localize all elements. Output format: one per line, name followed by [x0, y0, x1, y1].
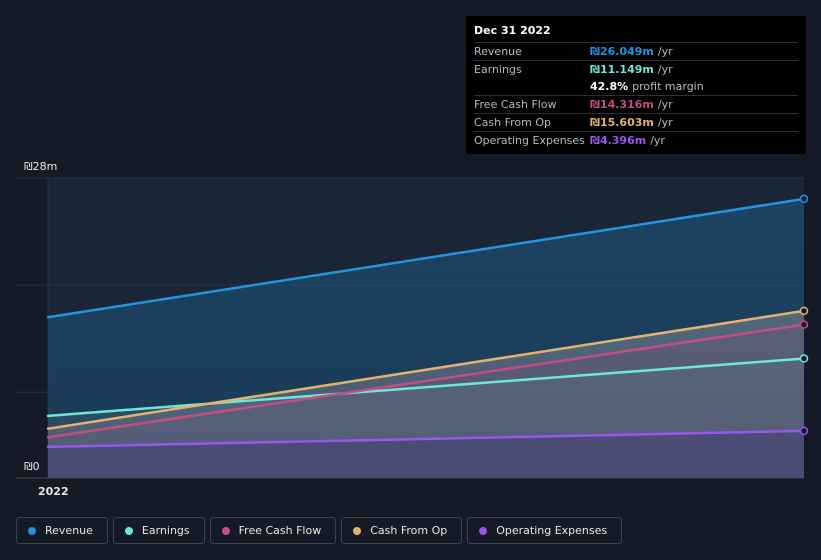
- legend-label: Operating Expenses: [496, 524, 608, 537]
- x-tick-label-2022: 2022: [38, 485, 69, 498]
- tooltip-row-unit: /yr: [657, 45, 673, 58]
- tooltip-row: Cash From Op ₪15.603m/yr: [474, 113, 798, 131]
- operating-expenses-end-point: [799, 426, 809, 436]
- revenue-line: [46, 197, 806, 319]
- earnings-end-point: [799, 354, 809, 363]
- legend-dot-icon: [353, 526, 362, 535]
- hover-tooltip: Dec 31 2022 Revenue ₪26.049m/yr Earnings ₪1…: [466, 16, 806, 154]
- legend-dot-icon: [479, 526, 488, 535]
- tooltip-row-value: ₪15.603m: [590, 116, 654, 129]
- tooltip-row-value: ₪14.316m: [590, 98, 654, 111]
- legend-label: Earnings: [141, 524, 190, 537]
- tooltip-row-label: Free Cash Flow: [474, 98, 557, 111]
- legend-item-cash-from-op[interactable]: Cash From Op: [341, 517, 463, 544]
- tooltip-row-value: ₪4.396m: [590, 134, 647, 147]
- legend-dot-icon: [28, 526, 36, 535]
- tooltip-row-label: Revenue: [474, 45, 522, 58]
- cash-from-op-end-point: [799, 306, 809, 316]
- tooltip-row-unit: /yr: [657, 63, 673, 76]
- tooltip-row-unit: /yr: [650, 134, 665, 147]
- tooltip-row-label: Earnings: [474, 63, 522, 76]
- tooltip-row-value: ₪26.049m: [590, 45, 654, 58]
- operating-expenses-area: [48, 430, 804, 478]
- tooltip-row-value: ₪11.149m: [590, 63, 654, 76]
- tooltip-row: Revenue ₪26.049m/yr: [474, 42, 798, 60]
- tooltip-row: Free Cash Flow ₪14.316m/yr: [474, 95, 798, 113]
- tooltip-row: Earnings ₪11.149m/yr: [474, 60, 798, 78]
- legend-item-earnings[interactable]: Earnings: [112, 517, 205, 544]
- tooltip-row: 42.8% profit margin: [474, 78, 798, 95]
- operating-expenses-line: [46, 429, 806, 449]
- legend-label: Revenue: [45, 524, 93, 537]
- tooltip-row-label: Cash From Op: [474, 116, 552, 129]
- cash-from-op-line: [46, 309, 806, 430]
- y-tick-label-min: ₪0: [24, 460, 40, 473]
- earnings-line: [46, 357, 806, 418]
- tooltip-row-unit: /yr: [657, 98, 673, 111]
- tooltip-row: Operating Expenses ₪4.396m/yr: [474, 131, 798, 149]
- free-cash-flow-area: [48, 324, 804, 478]
- tooltip-rows: Revenue ₪26.049m/yr Earnings ₪11.149m/yr 42.…: [474, 42, 798, 149]
- revenue-end-point: [799, 194, 809, 204]
- tooltip-row-unit: /yr: [657, 116, 673, 129]
- tooltip-row-label: Operating Expenses: [474, 134, 585, 147]
- chart-area: [16, 177, 809, 479]
- legend-item-operating-expenses[interactable]: Operating Expenses: [467, 517, 623, 544]
- legend-dot-icon: [124, 526, 133, 535]
- free-cash-flow-line: [46, 323, 806, 439]
- y-tick-label-max: ₪28m: [24, 160, 58, 173]
- earnings-area: [48, 358, 804, 478]
- tooltip-row-unit: profit margin: [632, 80, 704, 93]
- legend-item-free-cash-flow[interactable]: Free Cash Flow: [209, 517, 337, 544]
- tooltip-date: Dec 31 2022: [474, 24, 551, 37]
- legend-label: Cash From Op: [370, 524, 448, 537]
- legend-dot-icon: [221, 526, 230, 535]
- tooltip-row-value: 42.8%: [590, 80, 629, 93]
- area-chart: [16, 177, 809, 479]
- legend-item-revenue[interactable]: Revenue: [16, 517, 108, 544]
- chart-legend: Revenue Earnings Free Cash Flow Cash From O…: [16, 517, 623, 544]
- legend-label: Free Cash Flow: [238, 524, 322, 537]
- free-cash-flow-end-point: [799, 320, 809, 329]
